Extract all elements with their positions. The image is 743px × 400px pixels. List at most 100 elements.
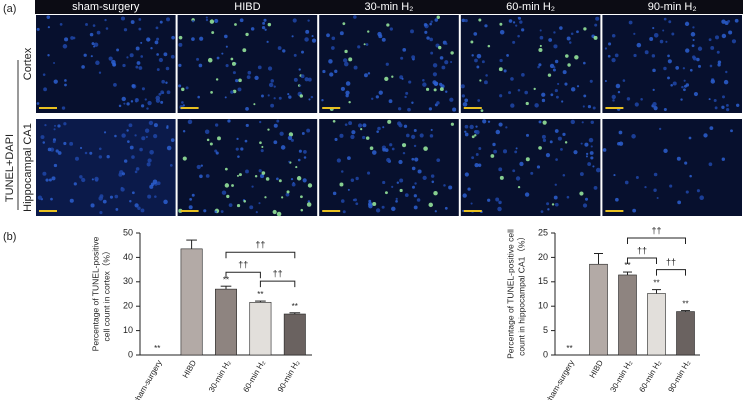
micrograph (36, 119, 176, 216)
nucleus (267, 128, 270, 131)
nucleus (342, 22, 346, 26)
nucleus (178, 42, 183, 47)
nucleus (414, 157, 419, 162)
nucleus (533, 87, 536, 91)
micrograph (460, 15, 601, 113)
nucleus (618, 130, 623, 135)
nucleus (493, 149, 497, 154)
nucleus (276, 119, 280, 123)
nucleus (363, 43, 366, 46)
nucleus (129, 53, 134, 58)
nucleus (268, 82, 274, 88)
nucleus (121, 172, 126, 176)
nucleus (476, 53, 482, 59)
nucleus (480, 109, 484, 112)
nucleus (452, 107, 457, 112)
nucleus (166, 126, 169, 129)
nucleus (334, 69, 338, 74)
nucleus (209, 142, 213, 146)
nucleus (644, 50, 649, 55)
nucleus (258, 202, 261, 205)
nucleus (153, 134, 158, 139)
nucleus (389, 143, 393, 147)
nucleus (692, 55, 696, 59)
nucleus (282, 49, 286, 53)
nucleus (395, 197, 398, 201)
bracket-label: †† (666, 257, 676, 267)
nucleus (498, 122, 503, 127)
nucleus (261, 145, 264, 148)
nucleus (96, 30, 101, 35)
nucleus (651, 54, 656, 58)
nucleus (231, 184, 234, 187)
nucleus (339, 133, 344, 138)
nucleus (161, 79, 166, 84)
nucleus (684, 161, 688, 165)
nucleus (473, 32, 478, 36)
nucleus (631, 134, 636, 139)
nucleus (245, 123, 249, 128)
nucleus (205, 16, 208, 19)
nucleus (576, 30, 579, 34)
nucleus (253, 103, 256, 106)
nucleus (114, 134, 117, 138)
nucleus (565, 54, 569, 58)
nucleus (141, 87, 145, 91)
nucleus (567, 63, 571, 67)
nucleus (155, 95, 161, 101)
nucleus (587, 105, 592, 109)
nucleus (127, 140, 130, 143)
nucleus (434, 18, 439, 22)
nucleus (113, 82, 117, 87)
nucleus (492, 142, 496, 147)
bar (676, 311, 695, 356)
nucleus (299, 94, 304, 98)
nucleus (475, 152, 479, 156)
nucleus (360, 128, 363, 131)
nucleus (89, 151, 93, 155)
nucleus (462, 102, 468, 107)
nucleus (579, 191, 584, 196)
nucleus (135, 65, 139, 69)
nucleus (633, 53, 637, 58)
nucleus (391, 206, 396, 212)
nucleus (553, 195, 558, 200)
nucleus (120, 186, 124, 190)
nucleus (146, 107, 149, 110)
nucleus (477, 99, 481, 102)
nucleus (196, 164, 201, 170)
nucleus (278, 96, 282, 100)
nucleus (553, 31, 556, 34)
nucleus (521, 73, 525, 77)
nucleus (506, 53, 509, 57)
nucleus (604, 47, 608, 50)
nucleus (541, 98, 546, 103)
nucleus (209, 19, 215, 24)
nucleus (255, 211, 258, 214)
nucleus (98, 71, 102, 74)
nucleus (293, 53, 297, 57)
nucleus (216, 56, 220, 60)
nucleus (640, 98, 643, 101)
nucleus (680, 98, 683, 101)
nucleus (328, 59, 333, 64)
nucleus (559, 26, 563, 30)
nucleus (44, 124, 47, 127)
nucleus (140, 104, 145, 108)
nucleus (405, 91, 409, 95)
nucleus (524, 90, 529, 95)
nucleus (147, 100, 152, 106)
nucleus (692, 38, 695, 42)
nucleus (450, 51, 454, 55)
nucleus (553, 66, 556, 69)
nucleus (450, 122, 454, 126)
nucleus (260, 174, 265, 179)
nucleus (126, 102, 130, 106)
nucleus (69, 141, 74, 146)
nucleus (254, 175, 258, 178)
nucleus (245, 169, 249, 174)
nucleus (464, 130, 467, 133)
x-tick-label: 30-min H₂ (608, 359, 634, 394)
nucleus (344, 123, 348, 126)
nucleus (422, 175, 427, 181)
